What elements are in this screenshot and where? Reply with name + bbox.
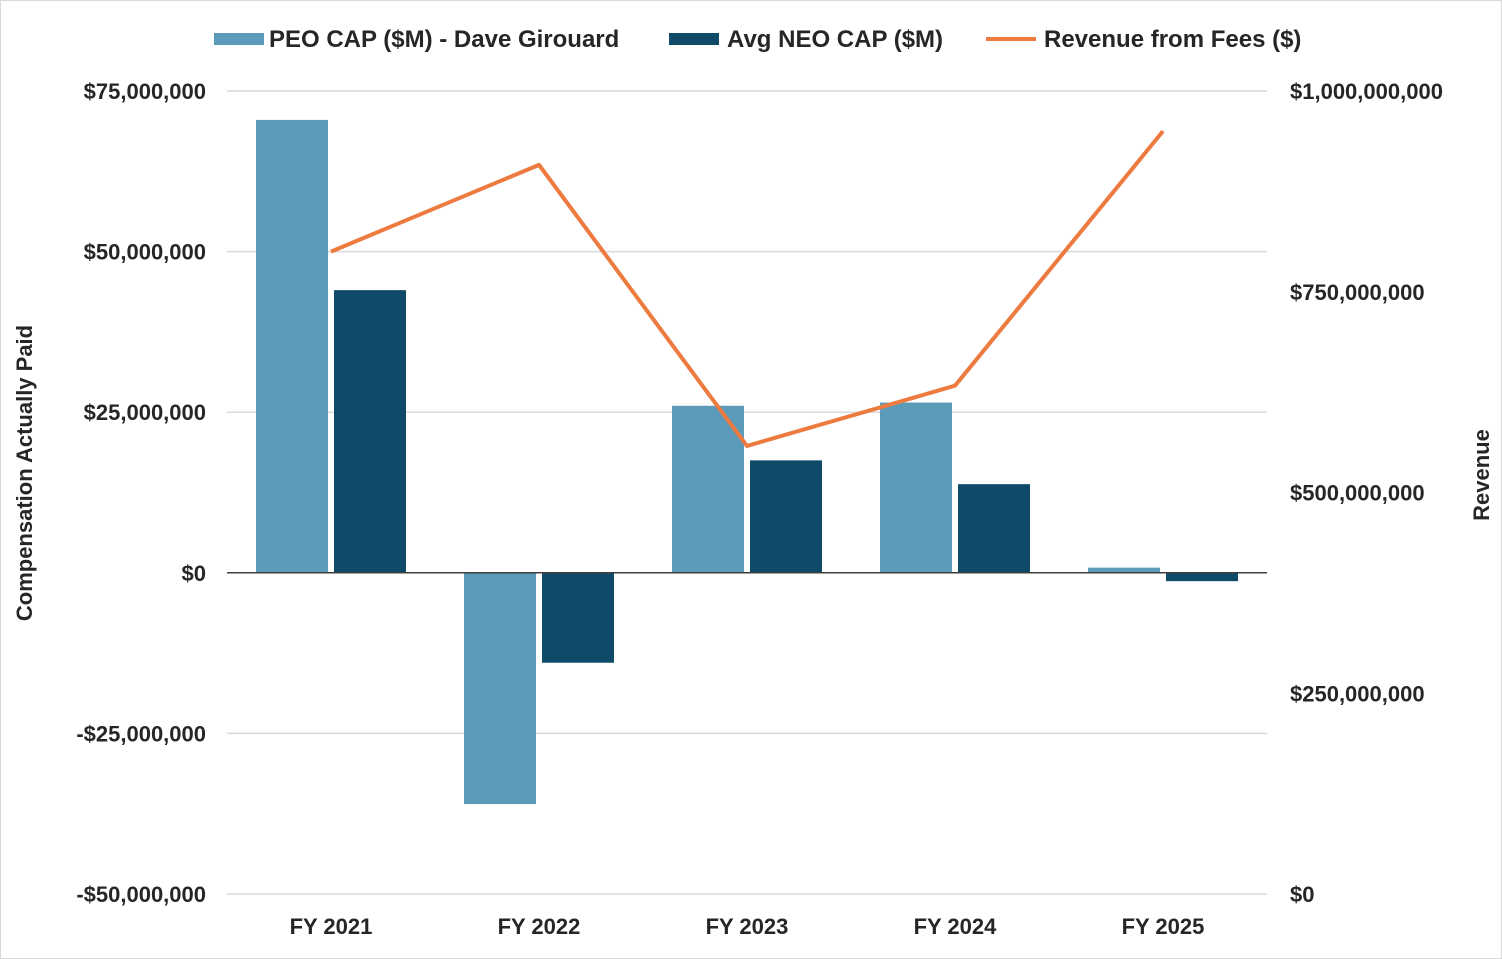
bar-neo — [542, 572, 614, 663]
right-tick-label: $500,000,000 — [1290, 481, 1425, 506]
revenue-line-layer — [330, 129, 1165, 448]
left-tick-label: $75,000,000 — [84, 79, 206, 104]
x-tick-label: FY 2021 — [290, 914, 373, 939]
right-axis-ticks: $1,000,000,000 $750,000,000 $500,000,000 $2… — [1290, 79, 1443, 907]
x-tick-label: FY 2022 — [498, 914, 581, 939]
left-axis-ticks: $75,000,000 $50,000,000 $25,000,000 $0 -$25,… — [76, 79, 206, 907]
bar-peo — [672, 405, 744, 573]
bar-neo — [1166, 572, 1238, 582]
bar-neo — [750, 460, 822, 573]
x-axis-ticks: FY 2021 FY 2022 FY 2023 FY 2024 FY 2025 — [290, 914, 1205, 939]
revenue-line — [330, 129, 1165, 448]
left-tick-label: $0 — [182, 561, 206, 586]
bar-neo — [958, 484, 1030, 573]
right-tick-label: $750,000,000 — [1290, 280, 1425, 305]
legend-label: PEO CAP ($M) - Dave Girouard — [269, 26, 619, 53]
x-tick-label: FY 2025 — [1122, 914, 1205, 939]
legend-swatch — [214, 33, 264, 45]
bar-peo — [880, 402, 952, 573]
x-tick-label: FY 2023 — [706, 914, 789, 939]
left-tick-label: -$25,000,000 — [76, 721, 206, 746]
right-tick-label: $0 — [1290, 882, 1314, 907]
left-tick-label: $50,000,000 — [84, 240, 206, 265]
right-tick-label: $1,000,000,000 — [1290, 79, 1443, 104]
legend: PEO CAP ($M) - Dave Girouard Avg NEO CAP … — [214, 26, 1301, 53]
bar-peo — [1088, 567, 1160, 573]
legend-label: Avg NEO CAP ($M) — [727, 26, 943, 53]
right-axis-title: Revenue — [1469, 429, 1494, 521]
legend-swatch — [669, 33, 719, 45]
legend-label: Revenue from Fees ($) — [1044, 26, 1301, 53]
left-axis-title: Compensation Actually Paid — [12, 325, 37, 621]
right-tick-label: $250,000,000 — [1290, 681, 1425, 706]
left-tick-label: $25,000,000 — [84, 400, 206, 425]
left-tick-label: -$50,000,000 — [76, 882, 206, 907]
bar-peo — [256, 119, 328, 573]
bars — [256, 119, 1238, 805]
x-tick-label: FY 2024 — [914, 914, 998, 939]
bar-peo — [464, 572, 536, 805]
bar-neo — [334, 290, 406, 573]
